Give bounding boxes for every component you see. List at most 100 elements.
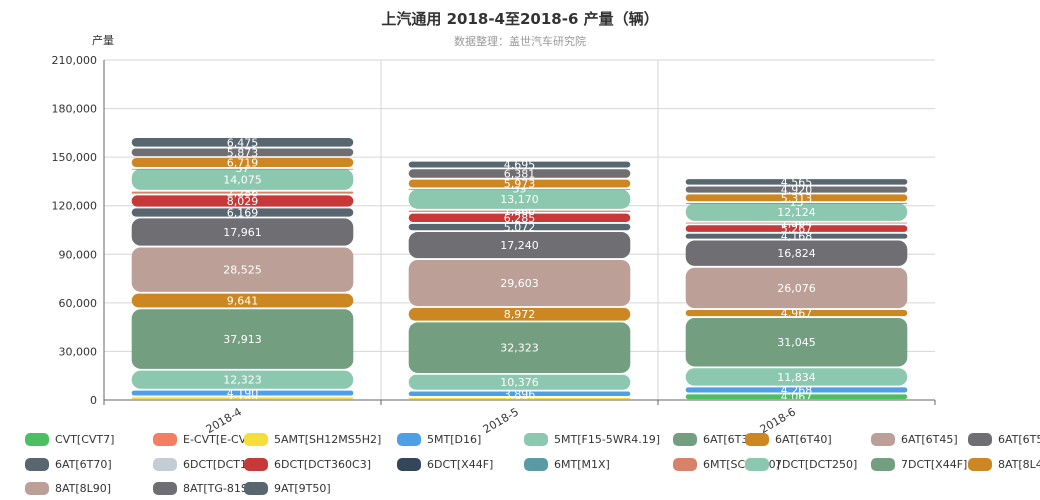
legend-item[interactable]: 8AT[8L90] [25,482,111,495]
legend-item[interactable]: 5AMT[SH12MS5H2] [244,433,381,446]
legend-swatch [25,433,49,446]
legend-label: 5MT[D16] [427,433,481,446]
legend-label: 6AT[6T40] [775,433,832,446]
data-label: 10,376 [500,376,539,389]
data-label: 5,973 [504,178,536,191]
legend-item[interactable]: 8AT[TG-81SC] [153,482,260,495]
legend-item[interactable]: 7DCT[DCT250] [745,458,857,471]
bar-segment [131,370,354,389]
data-label: 17,240 [500,239,539,252]
legend-swatch [871,458,895,471]
y-tick-label: 180,000 [52,103,98,116]
legend-swatch [244,458,268,471]
legend-swatch [524,458,548,471]
legend-swatch [745,433,769,446]
data-label: 9,641 [227,295,259,308]
legend-item[interactable]: 6MT[M1X] [524,458,610,471]
bar-segment [685,225,908,232]
bar-segment [408,391,631,397]
bar-segment [685,203,908,204]
y-tick-label: 30,000 [59,345,98,358]
bar-segment [408,179,631,188]
bar-segment [408,189,631,209]
x-axis-labels: 2018-4 2018-5 2018-6 [204,405,798,436]
bar-segment [131,148,354,157]
data-label: 12,124 [777,206,816,219]
bar-segment [131,195,354,207]
legend-item[interactable]: 5MT[F15-5WR4.19] [524,433,660,446]
data-label: 3,896 [504,388,536,401]
data-label: 16,824 [777,247,816,260]
legend-item[interactable]: 6AT[6T40] [745,433,832,446]
legend-item[interactable]: 6AT[6T70] [25,458,112,471]
legend-item[interactable]: 7DCT[X44F] [871,458,967,471]
legend-swatch [871,433,895,446]
y-tick-label: 60,000 [59,297,98,310]
data-label: 31,045 [777,336,816,349]
data-label: 8,972 [504,308,536,321]
bar-segment [131,208,354,217]
legend-swatch [25,482,49,495]
bar-segment [408,161,631,168]
legend-item[interactable]: 6DCT[X44F] [397,458,493,471]
legend-label: 6MT[M1X] [554,458,610,471]
legend-label: CVT[CVT7] [55,433,114,446]
legend-label: 5AMT[SH12MS5H2] [274,433,381,446]
legend-item[interactable]: 6AT[6T45] [871,433,958,446]
legend-label: 6DCT[X44F] [427,458,493,471]
data-label: 29,603 [500,277,539,290]
legend-item[interactable]: 6DCT[DCT360C3] [244,458,371,471]
axes [103,60,936,405]
bar-segment [408,223,631,231]
legend-label: 8AT[8L90] [55,482,111,495]
legend-label: 6AT[6T70] [55,458,112,471]
data-label: 5,873 [227,146,259,159]
legend-swatch [153,482,177,495]
bar-segment [131,218,354,246]
data-label: 2,286 [227,187,259,200]
bar-segment [685,233,908,239]
legend-label: 8AT[TG-81SC] [183,482,260,495]
bar-segment [131,157,354,168]
bar-segment [131,390,354,396]
legend-item[interactable]: 6AT[6T50] [968,433,1040,446]
y-tick-label: 0 [90,394,97,407]
legend-label: 9AT[9T50] [274,482,331,495]
legend-swatch [968,433,992,446]
legend-swatch [244,433,268,446]
data-label: 12,323 [223,374,262,387]
bar-segment [408,232,631,259]
legend-swatch [397,458,421,471]
legend-label: 8AT[8L45] [998,458,1040,471]
y-tick-label: 90,000 [59,248,98,261]
legend-swatch [397,433,421,446]
legend-item[interactable]: 5MT[D16] [397,433,481,446]
legend-item[interactable]: E-CVT[E-CVT] [153,433,257,446]
legend-item[interactable]: CVT[CVT7] [25,433,114,446]
legend-swatch [153,433,177,446]
data-label: 6,169 [227,206,259,219]
data-label: 4,920 [781,184,813,197]
legend-swatch [673,433,697,446]
data-label: 4,268 [781,384,813,397]
data-label: 28,525 [223,264,262,277]
data-label: 5,072 [504,221,536,234]
legend-swatch [968,458,992,471]
bar-segment [685,394,908,400]
bar-segment [408,210,631,212]
bar-segment [685,194,908,202]
legend-item[interactable]: 9AT[9T50] [244,482,331,495]
legend-label: E-CVT[E-CVT] [183,433,257,446]
data-label: 6,285 [504,212,536,225]
data-label: 4,967 [781,307,813,320]
bar-segment [685,240,908,266]
bar-segment [685,387,908,393]
bar-segment [685,186,908,193]
legend-item[interactable]: 8AT[8L45] [968,458,1040,471]
data-label: 37,913 [223,333,262,346]
x-tick-label: 2018-4 [204,405,244,436]
data-label: 13,170 [500,193,539,206]
bars: 2,1884,19012,32337,9139,64128,52517,9616… [131,136,908,405]
y-tick-label: 210,000 [52,54,98,67]
data-label: 6,475 [227,136,259,149]
